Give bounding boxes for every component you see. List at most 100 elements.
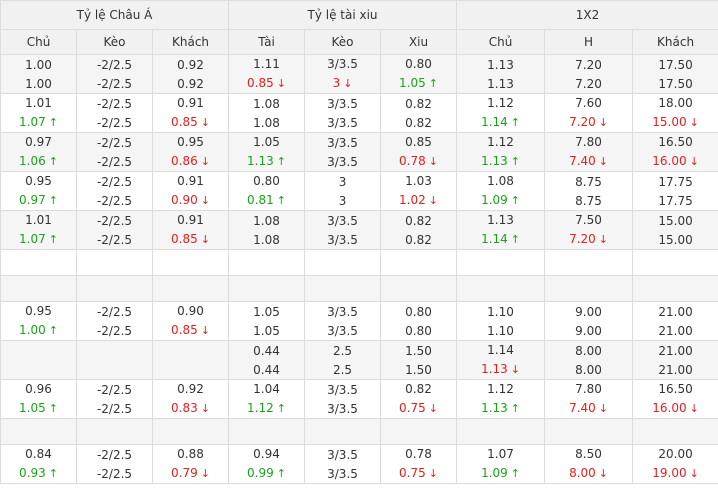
odds-value-text: 1.14	[481, 115, 508, 129]
cell-under: 0.82 0.75 ↓	[380, 379, 458, 419]
col-header-away: Khách	[151, 29, 230, 55]
odds-value-text: 7.20	[569, 115, 596, 129]
odds-value: 0.85 ↓	[171, 113, 210, 132]
arrow-down-icon: ↓	[428, 467, 438, 480]
odds-value-text: 1.09	[481, 466, 508, 480]
odds-value: 21.00	[658, 322, 692, 340]
odds-value: 0.96	[25, 381, 52, 399]
odds-value-text: 1.50	[405, 362, 432, 377]
odds-value-text: 0.93	[19, 466, 46, 480]
odds-value-text: 3/3.5	[327, 213, 358, 228]
arrow-down-icon: ↓	[598, 467, 608, 480]
odds-value: 1.14 ↑	[481, 113, 520, 132]
odds-value-text: -2/2.5	[96, 466, 133, 481]
cell-under: 1.50 1.50	[380, 340, 458, 380]
odds-value-text: -2/2.5	[96, 96, 133, 111]
odds-value: 8.00	[575, 361, 602, 379]
cell-under: 0.80 0.80	[380, 301, 458, 341]
odds-value: 0.85	[405, 134, 432, 152]
odds-value: 8.75	[575, 173, 602, 191]
arrow-down-icon: ↓	[200, 116, 210, 129]
col-header-home: Chủ	[0, 29, 77, 55]
odds-value: 3/3.5	[327, 381, 358, 399]
odds-value: 1.10	[487, 322, 514, 340]
cell-under	[380, 418, 458, 445]
odds-value-text: 1.14	[481, 232, 508, 246]
odds-value: 0.97 ↑	[19, 191, 58, 210]
arrow-down-icon: ↓	[598, 233, 608, 246]
odds-value-text: 0.96	[25, 382, 52, 396]
odds-value: 1.06 ↑	[19, 152, 58, 171]
odds-value: -2/2.5	[97, 303, 132, 321]
odds-value: 1.13	[487, 56, 514, 74]
odds-value: 1.03	[405, 173, 432, 191]
cell-draw: 7.20 7.20	[544, 54, 634, 94]
cell-away: 0.95 0.86 ↓	[151, 132, 230, 172]
cell-home-win: 1.10 1.10	[456, 301, 546, 341]
odds-value: 1.07 ↑	[19, 113, 58, 132]
odds-value: 1.05	[253, 322, 280, 340]
cell-home: 0.96 1.05 ↑	[0, 379, 77, 419]
odds-value: -2/2.5	[97, 322, 132, 340]
odds-value-text: 7.80	[575, 382, 602, 396]
odds-value-text: 1.12	[487, 96, 514, 110]
odds-value: 1.08	[487, 173, 514, 191]
cell-handicap: -2/2.5 -2/2.5	[76, 132, 153, 172]
odds-value: 1.09 ↑	[481, 464, 520, 483]
odds-value-text: 16.50	[658, 135, 693, 149]
cell-line: 3/3.5 3/3.5	[304, 132, 382, 172]
odds-value-text: 1.08	[253, 115, 280, 130]
odds-value: 0.83 ↓	[171, 399, 210, 418]
odds-value-text: -2/2.5	[96, 76, 133, 91]
odds-value-text: 0.80	[253, 174, 280, 188]
table-row-empty	[0, 418, 718, 445]
cell-over: 0.44 0.44	[228, 340, 306, 380]
odds-value: 3/3.5	[327, 400, 358, 418]
odds-value-text: 1.13	[487, 213, 514, 227]
odds-value-text: 3	[338, 193, 347, 208]
odds-value-text: -2/2.5	[96, 193, 133, 208]
cell-draw: 7.80 7.40 ↓	[544, 379, 634, 419]
arrow-down-icon: ↓	[689, 467, 699, 480]
cell-over: 1.04 1.12 ↑	[228, 379, 306, 419]
table-row: 0.84 0.93 ↑ -2/2.5 -2/2.5 0.88 0.79 ↓ 0.94 0.99 ↑ 3…	[0, 444, 718, 484]
odds-value-text: 0.90	[177, 304, 204, 318]
odds-value-text: 1.08	[253, 213, 280, 228]
odds-value: 18.00	[658, 95, 692, 113]
odds-value-text: 16.00	[652, 154, 687, 168]
odds-value: 7.40 ↓	[569, 152, 608, 171]
odds-value-text: 15.00	[652, 115, 687, 129]
cell-handicap	[76, 275, 153, 302]
odds-value-text: 1.01	[25, 96, 52, 110]
odds-value-text: 0.78	[399, 154, 426, 168]
cell-home: 0.97 1.06 ↑	[0, 132, 77, 172]
odds-value-text: 0.82	[405, 213, 432, 228]
cell-away-win: 16.50 16.00 ↓	[632, 379, 718, 419]
arrow-down-icon: ↓	[200, 155, 210, 168]
table-header: Tỷ lệ Châu Á Tỷ lệ tài xiu 1X2 Chủ Kèo K…	[0, 0, 718, 55]
odds-value-text: 1.05	[253, 323, 280, 338]
cell-home-win: 1.08 1.09 ↑	[456, 171, 546, 211]
cell-line: 3/3.5 3/3.5	[304, 379, 382, 419]
cell-under	[380, 275, 458, 302]
odds-value: 0.85 ↓	[171, 321, 210, 340]
table-row: 0.44 0.44 2.5 2.5 1.50 1.50 1.14 1.13 ↓ 8.00 8.00 2…	[0, 340, 718, 380]
odds-value-text: 0.99	[247, 466, 274, 480]
odds-value: 8.50	[575, 446, 602, 464]
odds-value-text: 1.13	[481, 401, 508, 415]
cell-away	[151, 249, 230, 276]
odds-value: 1.08	[253, 95, 280, 113]
arrow-up-icon: ↑	[510, 402, 520, 415]
odds-value-text: 0.85	[171, 115, 198, 129]
col-header-home-win: Chủ	[456, 29, 546, 55]
odds-value-text: 0.94	[253, 447, 280, 461]
cell-home-win: 1.07 1.09 ↑	[456, 444, 546, 484]
arrow-up-icon: ↑	[48, 233, 58, 246]
odds-value-text: 0.84	[25, 447, 52, 461]
cell-line: 3/3.5 3/3.5	[304, 444, 382, 484]
odds-value: -2/2.5	[97, 75, 132, 93]
arrow-down-icon: ↓	[598, 155, 608, 168]
odds-value-text: 0.79	[171, 466, 198, 480]
odds-value: 1.13 ↑	[481, 399, 520, 418]
odds-value-text: 3/3.5	[327, 447, 358, 462]
